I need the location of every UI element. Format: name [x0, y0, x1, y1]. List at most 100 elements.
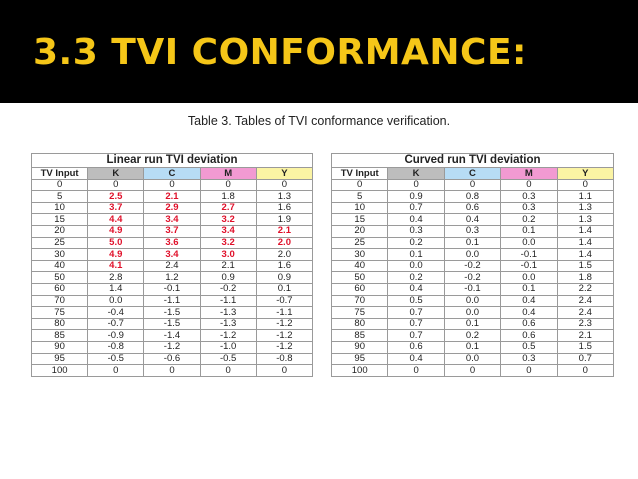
table-row: 25 5.0 3.6 3.2 2.0 — [30, 236, 314, 250]
table-row: 90 -0.8 -1.2 -1.0 -1.2 — [30, 340, 314, 354]
table-row: 100 0 0 0 0 — [330, 364, 615, 377]
deviation-cell: 0.7 — [387, 329, 445, 342]
tv-input-cell: 25 — [330, 236, 389, 250]
deviation-cell: 4.4 — [87, 213, 145, 226]
table-row: 30 4.9 3.4 3.0 2.0 — [30, 248, 314, 261]
deviation-cell: 1.6 — [255, 259, 314, 273]
deviation-cell: -0.5 — [87, 352, 145, 366]
deviation-cell: 3.7 — [87, 201, 145, 215]
deviation-cell: -0.4 — [87, 306, 145, 319]
m-header: M — [199, 167, 257, 180]
tv-input-cell: 40 — [30, 259, 89, 273]
deviation-cell: 2.7 — [199, 201, 257, 215]
table-row: 70 0.5 0.0 0.4 2.4 — [330, 294, 615, 308]
tv-input-cell: 40 — [330, 259, 389, 273]
deviation-cell: 1.2 — [143, 271, 201, 284]
deviation-cell: 0.3 — [443, 224, 502, 238]
deviation-cell: 0.7 — [387, 306, 445, 319]
curved-table-body: 0 0 0 0 0 5 0.9 0.8 0.3 1.1 10 0.7 0.6 0.3 1.3 15 0.4 0.4… — [330, 178, 615, 377]
table-row: 20 0.3 0.3 0.1 1.4 — [330, 224, 615, 238]
deviation-cell: -0.8 — [255, 352, 314, 366]
deviation-cell: 0 — [387, 364, 445, 377]
deviation-cell: 0.1 — [500, 282, 558, 296]
deviation-cell: 2.1 — [255, 224, 314, 238]
tv-input-cell: 50 — [30, 271, 89, 284]
tv-input-cell: 30 — [330, 248, 389, 261]
tv-input-cell: 90 — [30, 340, 89, 354]
deviation-cell: 0.1 — [387, 248, 445, 261]
slide-title: 3.3 TVI CONFORMANCE: — [33, 32, 527, 73]
deviation-cell: 2.1 — [199, 259, 257, 273]
deviation-cell: 0.8 — [443, 190, 502, 203]
deviation-cell: -0.2 — [443, 259, 502, 273]
table-row: 85 0.7 0.2 0.6 2.1 — [330, 329, 615, 342]
deviation-cell: 4.9 — [87, 224, 145, 238]
deviation-cell: 1.4 — [556, 224, 615, 238]
deviation-cell: 0.0 — [443, 294, 502, 308]
tv-input-cell: 95 — [30, 352, 89, 366]
deviation-cell: 0.9 — [387, 190, 445, 203]
m-header: M — [500, 167, 558, 180]
deviation-cell: -1.2 — [143, 340, 201, 354]
deviation-cell: 1.4 — [556, 236, 615, 250]
deviation-cell: 2.4 — [556, 294, 615, 308]
deviation-cell: -1.0 — [199, 340, 257, 354]
deviation-cell: 0 — [556, 178, 615, 192]
tv-input-cell: 0 — [330, 178, 389, 192]
deviation-cell: 2.9 — [143, 201, 201, 215]
deviation-cell: -0.6 — [143, 352, 201, 366]
linear-table-body: 0 0 0 0 0 5 2.5 2.1 1.8 1.3 10 3.7 2.9 2.7 1.6 15 4.4 3.4… — [30, 178, 314, 377]
tv-input-cell: 5 — [30, 190, 89, 203]
deviation-cell: 0.2 — [443, 329, 502, 342]
deviation-cell: -0.8 — [87, 340, 145, 354]
curved-table-title: Curved run TVI deviation — [331, 153, 614, 168]
deviation-cell: -0.2 — [199, 282, 257, 296]
tv-input-cell: 20 — [330, 224, 389, 238]
c-header: C — [143, 167, 201, 180]
deviation-cell: 1.5 — [556, 340, 615, 354]
deviation-cell: 0 — [255, 364, 314, 377]
deviation-cell: 0 — [387, 178, 445, 192]
tv-input-cell: 100 — [330, 364, 389, 377]
deviation-cell: 0 — [255, 178, 314, 192]
curved-tvi-table: Curved run TVI deviation TV Input K C M … — [330, 153, 615, 377]
y-header: Y — [556, 167, 615, 180]
table-row: 40 0.0 -0.2 -0.1 1.5 — [330, 259, 615, 273]
tv-input-cell: 90 — [330, 340, 389, 354]
table-row: 50 0.2 -0.2 0.0 1.8 — [330, 271, 615, 284]
table-row: 20 4.9 3.7 3.4 2.1 — [30, 224, 314, 238]
deviation-cell: -0.9 — [87, 329, 145, 342]
deviation-cell: -1.1 — [199, 294, 257, 308]
tv-input-cell: 10 — [30, 201, 89, 215]
deviation-cell: 0.0 — [500, 236, 558, 250]
deviation-cell: 0.0 — [500, 271, 558, 284]
deviation-cell: 2.0 — [255, 236, 314, 250]
title-bar: 3.3 TVI CONFORMANCE: — [0, 0, 638, 103]
tv-input-cell: 15 — [330, 213, 389, 226]
deviation-cell: 0.4 — [387, 282, 445, 296]
deviation-cell: 0.5 — [500, 340, 558, 354]
tv-input-cell: 85 — [330, 329, 389, 342]
deviation-cell: 3.4 — [143, 213, 201, 226]
deviation-cell: 0.4 — [443, 213, 502, 226]
deviation-cell: -0.1 — [500, 259, 558, 273]
table-row: 25 0.2 0.1 0.0 1.4 — [330, 236, 615, 250]
linear-table-title: Linear run TVI deviation — [31, 153, 313, 168]
deviation-cell: 0.4 — [387, 352, 445, 366]
deviation-cell: 2.4 — [143, 259, 201, 273]
deviation-cell: 5.0 — [87, 236, 145, 250]
deviation-cell: 0.3 — [500, 201, 558, 215]
deviation-cell: 0 — [143, 364, 201, 377]
deviation-cell: 0.1 — [500, 224, 558, 238]
deviation-cell: 2.5 — [87, 190, 145, 203]
deviation-cell: 0.0 — [87, 294, 145, 308]
deviation-cell: 2.4 — [556, 306, 615, 319]
deviation-cell: 1.8 — [556, 271, 615, 284]
table-caption: Table 3. Tables of TVI conformance verif… — [187, 114, 451, 128]
deviation-cell: 0.7 — [387, 317, 445, 331]
deviation-cell: -0.1 — [143, 282, 201, 296]
deviation-cell: 0.2 — [387, 271, 445, 284]
deviation-cell: 0 — [87, 364, 145, 377]
deviation-cell: 2.2 — [556, 282, 615, 296]
